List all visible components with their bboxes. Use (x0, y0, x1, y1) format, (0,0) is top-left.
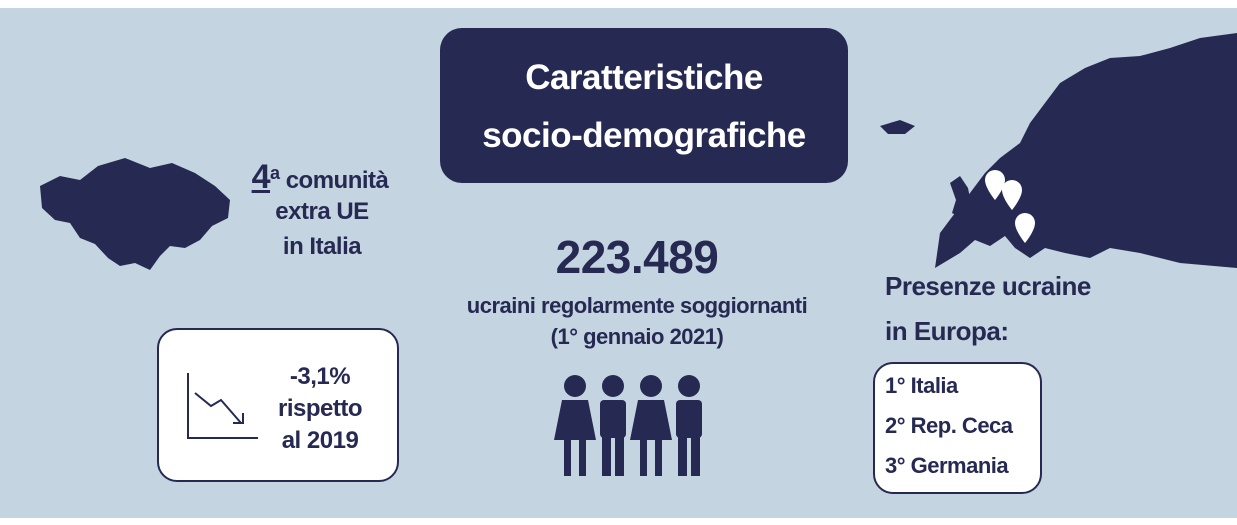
location-pins (985, 170, 1035, 243)
change-text: al 2019 (281, 427, 359, 454)
community-text: in Italia (282, 233, 362, 260)
uk (950, 176, 972, 218)
title-line: socio-demografiche (482, 116, 806, 155)
ranking-box (873, 362, 1042, 494)
iceland (880, 120, 915, 134)
graphics (40, 33, 1237, 476)
pin (1002, 180, 1022, 210)
rank-suffix: a (270, 163, 280, 183)
pin (985, 170, 1005, 200)
infographic: Caratteristiche socio-demografiche 4a co… (0, 8, 1237, 518)
change-value: -3,1% (289, 363, 351, 390)
europe-heading: Presenze ucraine (885, 271, 1091, 301)
community-rank-line: 4a comunità (252, 158, 389, 197)
ranking-item: 1° Italia (885, 373, 958, 398)
ranking-item: 3° Germania (885, 453, 1009, 478)
title-line: Caratteristiche (525, 58, 763, 97)
community-text: comunità (285, 167, 389, 194)
resident-date: (1° gennaio 2021) (550, 324, 724, 349)
europe-map (935, 33, 1237, 268)
decline-icon (187, 373, 258, 439)
change-box (157, 328, 399, 482)
rank: 4 (251, 158, 271, 196)
europe-heading: in Europa: (885, 316, 1009, 346)
title-box: Caratteristiche socio-demografiche (440, 28, 848, 183)
people-icon (554, 375, 702, 476)
resident-count: 223.489 (555, 231, 719, 283)
pin (1015, 213, 1035, 243)
community-text: extra UE (275, 198, 369, 225)
ukraine-map (40, 158, 230, 270)
resident-label: ucraini regolarmente soggiornanti (466, 293, 808, 318)
ranking-item: 2° Rep. Ceca (885, 413, 1013, 438)
change-text: rispetto (277, 395, 363, 422)
